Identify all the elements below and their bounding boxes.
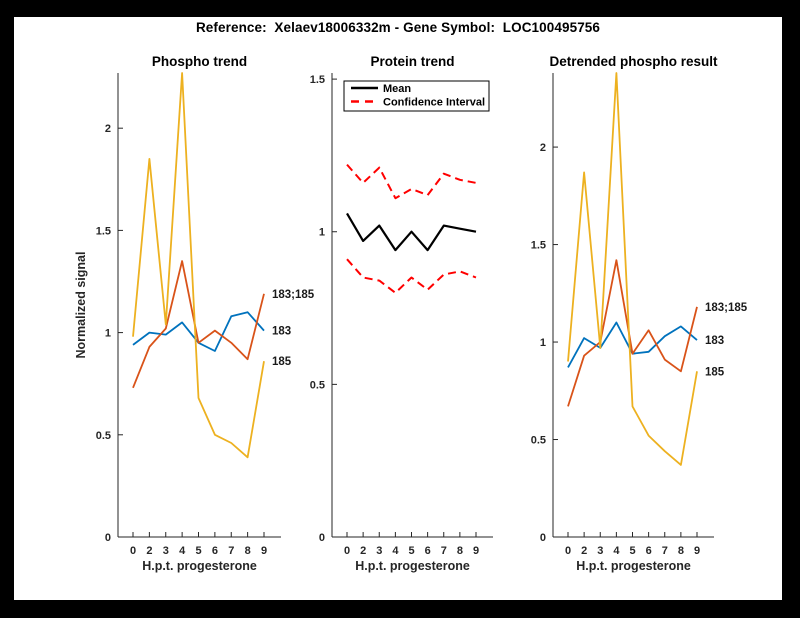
x-tick-label: 4 bbox=[613, 545, 620, 557]
x-tick-label: 4 bbox=[179, 545, 186, 557]
x-tick-label: 5 bbox=[629, 545, 635, 557]
y-tick-label: 1 bbox=[540, 337, 546, 349]
x-axis-label: H.p.t. progesterone bbox=[142, 559, 257, 573]
line-label-183: 183 bbox=[705, 335, 724, 347]
x-tick-label: 7 bbox=[662, 545, 668, 557]
chart-title: Protein trend bbox=[370, 54, 454, 69]
x-tick-label: 9 bbox=[261, 545, 267, 557]
series-183 bbox=[567, 321, 698, 368]
series-185 bbox=[132, 72, 265, 459]
y-tick-label: 0 bbox=[540, 532, 546, 544]
x-tick-label: 9 bbox=[473, 545, 479, 557]
line-label-183-185: 183;185 bbox=[272, 289, 315, 301]
line-label-183: 183 bbox=[272, 326, 291, 338]
y-tick-label: 0 bbox=[319, 532, 325, 544]
x-tick-label: 3 bbox=[376, 545, 382, 557]
x-tick-label: 6 bbox=[212, 545, 218, 557]
legend-label-confidence-interval: Confidence Interval bbox=[383, 97, 485, 109]
x-axis-label: H.p.t. progesterone bbox=[355, 559, 470, 573]
line-label-183-185: 183;185 bbox=[705, 302, 748, 314]
legend-label-mean: Mean bbox=[383, 83, 411, 95]
x-tick-label: 7 bbox=[228, 545, 234, 557]
series-183-185 bbox=[132, 260, 265, 389]
series-mean bbox=[346, 212, 477, 252]
series-183 bbox=[132, 311, 265, 352]
legend-box bbox=[343, 80, 490, 112]
x-tick-label: 0 bbox=[565, 545, 571, 557]
x-tick-label: 2 bbox=[360, 545, 366, 557]
x-tick-label: 3 bbox=[597, 545, 603, 557]
figure-canvas bbox=[14, 17, 782, 600]
x-tick-label: 4 bbox=[392, 545, 399, 557]
series-confidence-interval-upper bbox=[346, 163, 477, 200]
x-tick-label: 8 bbox=[457, 545, 463, 557]
line-label-185: 185 bbox=[705, 366, 725, 378]
x-tick-label: 5 bbox=[408, 545, 414, 557]
figure-title: Reference: Xelaev18006332m - Gene Symbol… bbox=[195, 20, 601, 35]
x-tick-label: 0 bbox=[344, 545, 350, 557]
line-label-185: 185 bbox=[272, 356, 292, 368]
y-tick-label: 0.5 bbox=[531, 435, 546, 447]
y-tick-label: 0 bbox=[105, 532, 111, 544]
x-tick-label: 8 bbox=[245, 545, 251, 557]
y-tick-label: 1 bbox=[319, 227, 325, 239]
x-tick-label: 0 bbox=[130, 545, 136, 557]
series-185 bbox=[567, 72, 698, 466]
series-183-185 bbox=[567, 259, 698, 407]
x-tick-label: 7 bbox=[441, 545, 447, 557]
y-tick-label: 0.5 bbox=[310, 379, 325, 391]
x-axis-label: H.p.t. progesterone bbox=[576, 559, 691, 573]
series-confidence-interval-lower bbox=[346, 258, 477, 294]
x-tick-label: 9 bbox=[694, 545, 700, 557]
y-tick-label: 1.5 bbox=[96, 225, 111, 237]
y-axis-label: Normalized signal bbox=[74, 252, 88, 359]
chart-title: Detrended phospho result bbox=[549, 54, 718, 69]
x-tick-label: 5 bbox=[195, 545, 201, 557]
y-tick-label: 2 bbox=[105, 123, 111, 135]
y-tick-label: 1.5 bbox=[310, 74, 325, 86]
x-tick-label: 6 bbox=[646, 545, 652, 557]
y-tick-label: 2 bbox=[540, 142, 546, 154]
chart-title: Phospho trend bbox=[152, 54, 247, 69]
legend: Mean Confidence Interval bbox=[343, 80, 490, 112]
x-tick-label: 2 bbox=[581, 545, 587, 557]
x-tick-label: 6 bbox=[425, 545, 431, 557]
y-tick-label: 1 bbox=[105, 328, 111, 340]
y-tick-label: 1.5 bbox=[531, 240, 546, 252]
x-tick-label: 3 bbox=[163, 545, 169, 557]
x-tick-label: 2 bbox=[146, 545, 152, 557]
x-tick-label: 8 bbox=[678, 545, 684, 557]
y-tick-label: 0.5 bbox=[96, 430, 111, 442]
